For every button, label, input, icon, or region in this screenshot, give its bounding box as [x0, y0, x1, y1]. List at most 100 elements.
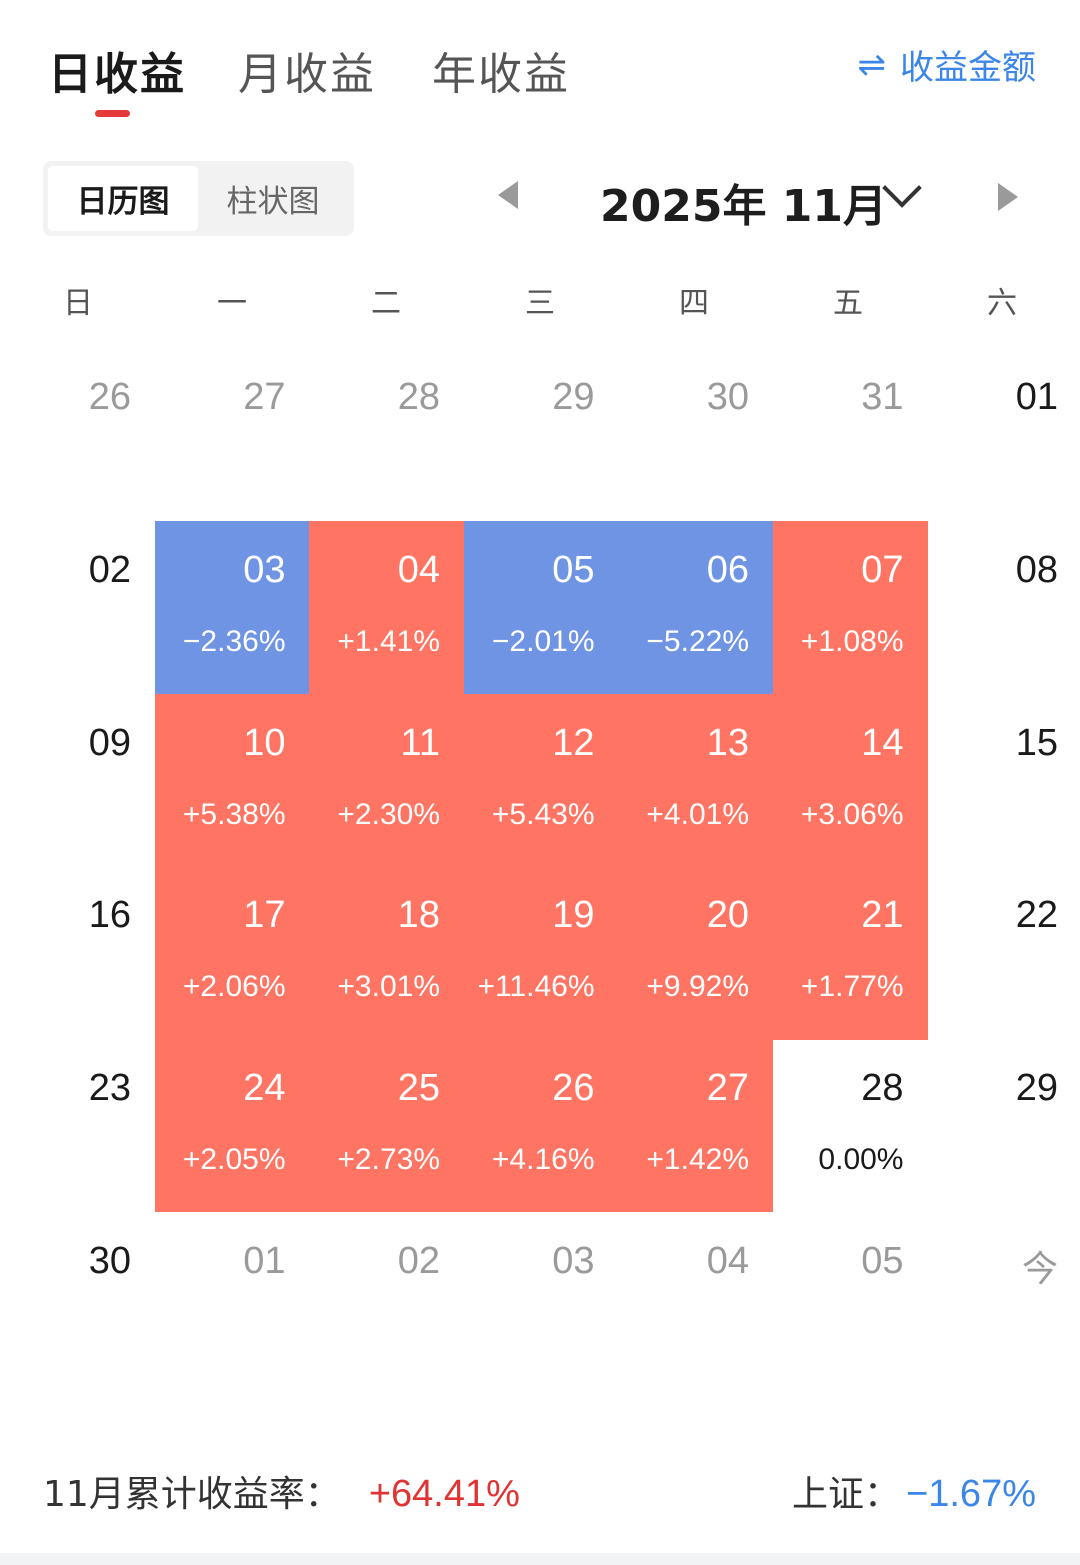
weekday-label: 六 — [987, 286, 1017, 321]
calendar-day-cell[interactable]: 05 −2.01% — [463, 520, 619, 695]
calendar-day-cell[interactable]: 29 — [464, 348, 619, 521]
calendar-day-cell[interactable]: 02 — [0, 521, 155, 694]
day-number: 30 — [88, 1240, 131, 1282]
month-title[interactable]: 2025年 11月 — [600, 181, 888, 232]
weekday-header: 日一二三四五六 — [0, 278, 1080, 321]
day-number: 21 — [861, 894, 904, 937]
day-number: 03 — [243, 548, 286, 591]
calendar-day-cell[interactable]: 03 — [464, 1212, 619, 1385]
calendar-day-cell[interactable]: 26 — [0, 348, 155, 521]
day-number: 25 — [397, 1067, 440, 1110]
weekday-label: 一 — [217, 286, 247, 321]
calendar-day-cell[interactable]: 13 +4.01% — [618, 693, 773, 867]
calendar-day-cell[interactable]: 18 +3.01% — [309, 866, 464, 1040]
tab-daily-earnings[interactable]: 日收益 — [48, 49, 186, 100]
daily-return: +4.16% — [491, 1143, 595, 1177]
daily-return: +1.08% — [800, 624, 904, 658]
bar-chart-view-button[interactable]: 柱状图 — [226, 184, 320, 220]
daily-return: +9.92% — [646, 970, 749, 1004]
day-number: 01 — [243, 1240, 286, 1282]
day-number: 15 — [1015, 721, 1058, 764]
cumulative-return: 11月累计收益率： +64.41% — [43, 1465, 520, 1517]
calendar-day-cell[interactable]: 14 +3.06% — [772, 693, 928, 867]
calendar-day-cell[interactable]: 06 −5.22% — [618, 520, 773, 695]
tab-yearly-earnings[interactable]: 年收益 — [432, 49, 570, 100]
chevron-down-icon[interactable] — [882, 168, 922, 208]
calendar-day-cell[interactable]: 17 +2.06% — [154, 866, 310, 1040]
calendar-day-cell[interactable]: 21 +1.77% — [772, 866, 928, 1040]
daily-return: +1.41% — [337, 624, 440, 658]
day-number: 20 — [706, 894, 749, 937]
daily-return: +3.06% — [800, 797, 904, 831]
tab-monthly-earnings[interactable]: 月收益 — [238, 49, 376, 100]
day-number: 30 — [706, 376, 749, 418]
daily-return: +11.46% — [477, 970, 595, 1004]
calendar-day-cell[interactable]: 27 — [155, 348, 310, 521]
calendar-day-cell[interactable]: 03 −2.36% — [154, 520, 310, 695]
calendar-day-cell[interactable]: 04 +1.41% — [309, 520, 464, 695]
calendar-day-cell[interactable]: 16 — [0, 866, 155, 1039]
day-number: 05 — [552, 548, 595, 591]
daily-return: +2.06% — [182, 970, 286, 1004]
calendar-day-cell[interactable]: 02 — [309, 1212, 464, 1385]
day-number: 24 — [243, 1067, 286, 1110]
calendar-day-cell[interactable]: 22 — [927, 866, 1080, 1039]
calendar-day-cell[interactable]: 今 — [927, 1212, 1080, 1385]
switch-earnings-amount-button[interactable]: ⇌ 收益金额 — [858, 40, 1037, 89]
calendar-day-cell[interactable]: 25 +2.73% — [309, 1039, 464, 1213]
daily-return: +2.73% — [337, 1143, 440, 1177]
daily-return: −5.22% — [646, 624, 749, 658]
weekday-label: 五 — [833, 286, 863, 321]
calendar-day-cell[interactable]: 01 — [927, 348, 1080, 521]
day-number: 13 — [706, 721, 749, 764]
view-toggle: 日历图 柱状图 — [43, 161, 354, 236]
calendar-day-cell[interactable]: 27 +1.42% — [618, 1039, 773, 1213]
calendar-day-cell[interactable]: 08 — [927, 521, 1080, 694]
next-month-icon[interactable] — [998, 183, 1018, 211]
calendar-day-cell[interactable]: 05 — [773, 1212, 928, 1385]
calendar-day-cell[interactable]: 26 +4.16% — [463, 1039, 619, 1213]
day-number: 26 — [552, 1067, 595, 1110]
day-number: 02 — [88, 548, 131, 591]
day-number: 28 — [397, 376, 440, 418]
calendar-view-button[interactable]: 日历图 — [48, 166, 198, 231]
daily-return: +5.43% — [491, 797, 595, 831]
active-tab-indicator — [95, 110, 130, 117]
day-number: 10 — [243, 721, 286, 764]
calendar-day-cell[interactable]: 01 — [155, 1212, 310, 1385]
swap-arrows-icon: ⇌ — [857, 44, 887, 85]
daily-return: +4.01% — [646, 797, 749, 831]
daily-return: +2.05% — [182, 1143, 286, 1177]
calendar-day-cell[interactable]: 28 — [309, 348, 464, 521]
weekday-label: 二 — [371, 286, 401, 321]
daily-return: +3.01% — [337, 970, 440, 1004]
day-number: 16 — [88, 894, 131, 937]
calendar-day-cell[interactable]: 07 +1.08% — [772, 520, 928, 695]
calendar-day-cell[interactable]: 10 +5.38% — [154, 693, 310, 867]
calendar-day-cell[interactable]: 04 — [618, 1212, 773, 1385]
calendar-day-cell[interactable]: 20 +9.92% — [618, 866, 773, 1040]
cumulative-return-label: 11月累计收益率： — [43, 1474, 341, 1515]
cumulative-return-value: +64.41% — [368, 1473, 520, 1515]
calendar-day-cell[interactable]: 30 — [0, 1212, 155, 1385]
day-number: 09 — [88, 721, 131, 764]
calendar-day-cell[interactable]: 12 +5.43% — [463, 693, 619, 867]
day-number: 17 — [243, 894, 286, 937]
daily-return: +2.30% — [337, 797, 440, 831]
calendar-day-cell[interactable]: 09 — [0, 694, 155, 867]
calendar-day-cell[interactable]: 30 — [618, 348, 773, 521]
previous-month-icon[interactable] — [498, 181, 518, 209]
calendar-day-cell[interactable]: 23 — [0, 1039, 155, 1212]
day-number: 28 — [861, 1067, 904, 1110]
day-number: 03 — [552, 1240, 595, 1282]
index-return: 上证： −1.67% — [792, 1465, 1036, 1517]
calendar-day-cell[interactable]: 31 — [773, 348, 928, 521]
calendar-day-cell[interactable]: 19 +11.46% — [463, 866, 619, 1040]
day-number: 18 — [397, 894, 440, 937]
calendar-day-cell[interactable]: 29 — [927, 1039, 1080, 1212]
calendar-day-cell[interactable]: 11 +2.30% — [309, 693, 464, 867]
calendar-day-cell[interactable]: 28 0.00% — [773, 1039, 928, 1212]
calendar-day-cell[interactable]: 24 +2.05% — [154, 1039, 310, 1213]
day-number: 27 — [706, 1067, 749, 1110]
calendar-day-cell[interactable]: 15 — [927, 694, 1080, 867]
